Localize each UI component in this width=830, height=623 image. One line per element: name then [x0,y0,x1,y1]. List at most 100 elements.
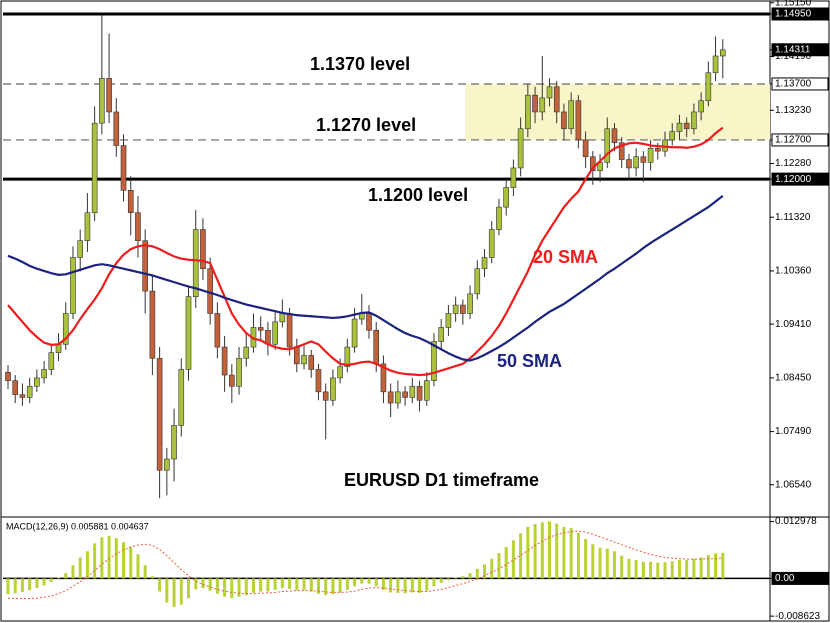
macd-bar [259,578,263,592]
y-tick-label: 1.15150 [775,0,812,8]
macd-bar [331,578,335,595]
signal-line [7,530,723,600]
candle-body [322,391,329,401]
candle-body [561,111,567,130]
candle-body [149,290,156,359]
candle-body [41,369,47,379]
macd-bar [194,578,198,590]
macd-bar [223,578,227,597]
price-tag [771,43,829,57]
y-tick-label: 1.14190 [775,51,812,62]
y-tick-label: 1.06540 [775,479,812,490]
indicator-label: MACD(12,26,9) 0.005881 0.004637 [6,521,149,531]
macd-bar [93,543,97,579]
candle-body [719,49,726,57]
macd-bar [620,555,624,579]
candle-body [135,212,141,242]
candle-body [366,313,372,331]
macd-bar [446,578,450,581]
candle-body [633,156,639,169]
candle-body [582,139,589,158]
annotation: EURUSD D1 timeframe [344,470,539,490]
candle-body [546,86,553,99]
macd-bar [288,578,292,589]
candle-body [106,78,112,113]
macd-bar [374,578,378,587]
candle-body [604,128,611,163]
candle-body [351,318,358,348]
macd-bar [389,578,393,593]
macd-bar [201,578,205,589]
annotation: 1.1200 level [368,185,468,205]
y-tick-label: 1.11320 [775,212,811,223]
candle-body [113,111,120,146]
macd-bar [461,576,465,579]
macd-bar [6,578,10,595]
macd-bar [42,578,46,586]
macd-bar [78,557,82,579]
candle-body [257,327,264,331]
series-label: 50 SMA [497,351,562,371]
macd-bar [100,537,104,579]
candle-body [431,341,437,381]
candle-body [272,321,278,345]
y-tick-label: 1.08450 [775,372,812,383]
macd-bar [136,554,140,579]
candle-body [12,380,19,395]
candle-body [192,229,199,297]
candle-body [373,329,380,365]
sma-line [7,126,724,377]
macd-bar [656,562,660,579]
macd-bar [251,578,255,593]
y-tick-label: 1.13230 [775,105,812,116]
macd-bar [685,560,689,579]
candle-body [568,100,574,130]
candle-body [221,346,228,376]
candle-body [178,369,185,426]
candle-body [691,111,697,130]
macd-bar [143,565,147,579]
macd-bar [367,578,371,584]
y-tick-label: 1.07490 [775,426,812,437]
y-tick-label: 1.10360 [775,266,812,277]
candle-body [705,72,712,102]
candle-body [387,391,394,404]
candle-body [698,100,704,113]
macd-bar [114,538,118,579]
candle-body [301,355,307,365]
candle-body [185,296,192,370]
candle-body [48,352,55,370]
candle-body [99,78,105,124]
macd-bar [324,578,328,596]
macd-bar [396,578,400,593]
macd-bar [13,578,17,594]
y-tick-label: 1.09410 [775,319,812,330]
macd-bar [129,547,133,579]
candle-body [402,391,408,398]
macd-bar [468,573,472,579]
candle-body [626,159,632,169]
macd-bar [403,578,407,594]
y-tick-label: -0.008623 [775,611,820,622]
candle-body [618,142,625,160]
y-tick-label: 1.12700 [775,135,812,146]
candle-body [517,128,524,169]
candle-body [171,425,177,460]
candle-body [611,128,618,144]
macd-bar [280,578,284,589]
macd-bar [107,535,111,579]
candle-body [553,86,560,113]
candle-body [229,374,235,387]
y-tick-label: 0.00 [775,573,795,584]
macd-bar [598,547,602,579]
macd-bar [215,578,219,594]
macd-bar [360,578,364,584]
candle-body [84,212,91,242]
macd-bar [165,578,169,603]
candle-body [654,148,661,152]
macd-bar [634,560,638,579]
macd-bar [410,578,414,593]
macd-bar [497,553,501,579]
